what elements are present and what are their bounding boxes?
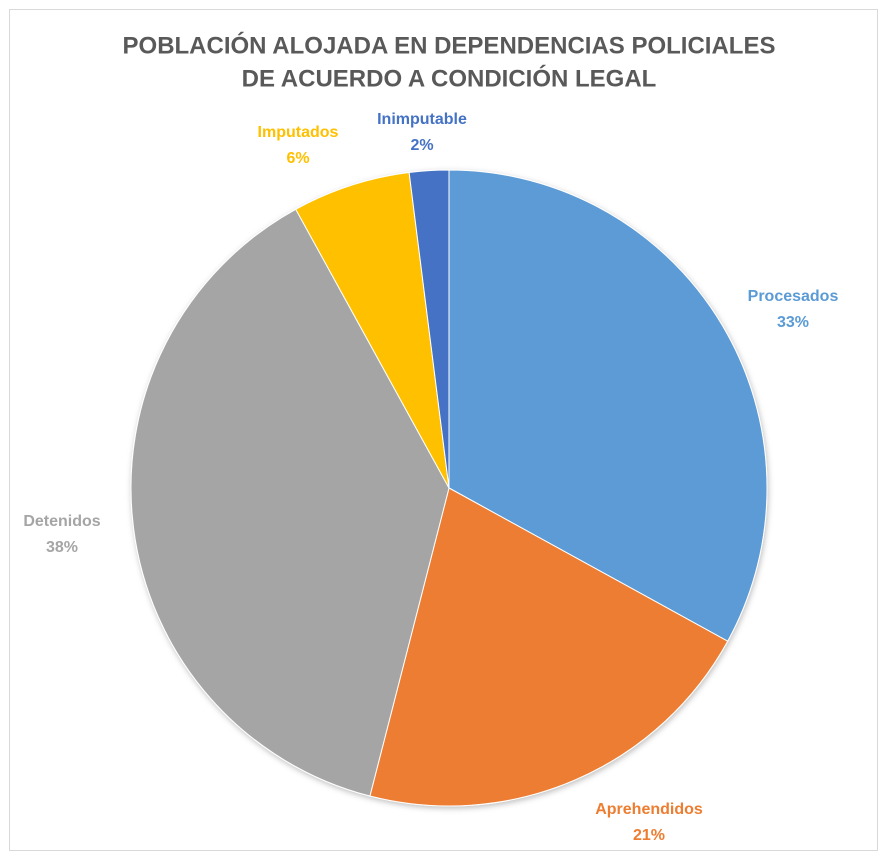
- chart-title: DE ACUERDO A CONDICIÓN LEGAL: [242, 64, 657, 92]
- pie-slice: [448, 169, 768, 642]
- slice-label: Detenidos: [23, 513, 100, 530]
- slice-value-label: 2%: [410, 137, 433, 154]
- pie-slice: [130, 208, 450, 797]
- slice-value-label: 33%: [777, 314, 809, 331]
- slice-label: Aprehendidos: [595, 801, 703, 818]
- pie-slice: [408, 169, 450, 489]
- chart-title: POBLACIÓN ALOJADA EN DEPENDENCIAS POLICI…: [123, 31, 776, 59]
- pie-slice: [295, 171, 450, 489]
- slice-value-label: 6%: [286, 150, 309, 167]
- slice-value-label: 38%: [46, 539, 78, 556]
- slice-label: Procesados: [748, 288, 839, 305]
- slice-value-label: 21%: [633, 827, 665, 844]
- slice-label: Inimputable: [377, 111, 467, 128]
- pie: [130, 169, 768, 807]
- pie-slice: [369, 487, 729, 807]
- slice-label: Imputados: [258, 124, 339, 141]
